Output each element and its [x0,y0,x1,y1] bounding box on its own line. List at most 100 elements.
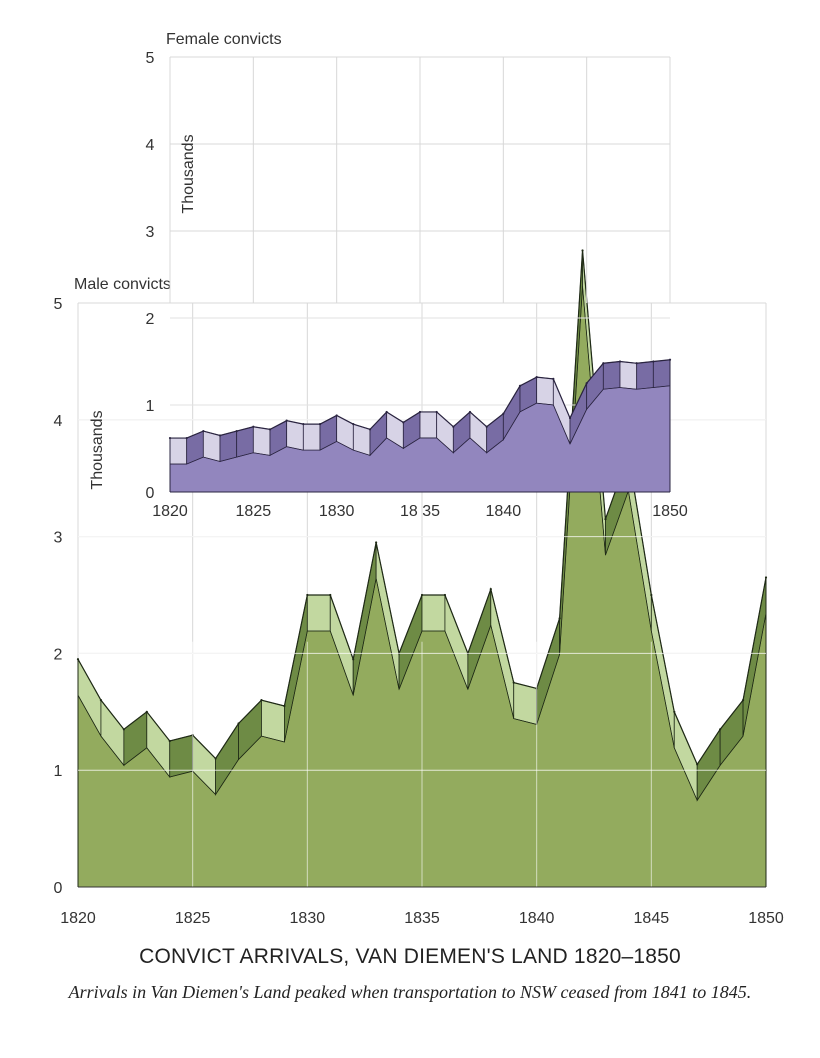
male-point [260,699,263,702]
male-y-tick-label: 4 [54,413,63,430]
male-point [122,728,125,731]
caption-subtitle: Arrivals in Van Diemen's Land peaked whe… [68,982,752,1002]
chart-canvas: 0 1 2 3 4 5 1820 1825 1830 1835 1840 1845 1850 Male… [54,31,784,927]
male-band-segment [513,682,538,725]
female-x-tick-label: 18 35 [400,503,440,520]
male-chart-title: Male convicts [74,276,171,293]
female-point [535,376,538,379]
female-point [485,425,488,428]
male-point [214,757,217,760]
female-x-tick-label: 1830 [319,503,355,520]
female-point [502,412,505,415]
male-x-tick-label: 1845 [634,910,670,927]
female-x-tick-label: 1825 [236,503,272,520]
male-x-tick-label: 1825 [175,910,211,927]
male-x-tick-label: 1820 [60,910,96,927]
female-y-tick-label: 0 [146,485,155,502]
male-point [76,658,80,661]
female-point [368,428,372,431]
male-point [604,517,607,521]
female-y-tick-label: 4 [146,137,155,154]
male-y-tick-label: 3 [54,530,63,547]
male-band-segment [169,734,194,778]
female-point [202,430,205,433]
male-point [558,617,561,620]
male-point [99,699,103,702]
male-point [650,593,653,597]
female-point [418,410,422,414]
female-x-tick-label: 1850 [652,503,688,520]
female-point [285,419,288,422]
male-point [581,249,584,252]
male-point [764,576,768,579]
male-x-ticks: 1820 1825 1830 1835 1840 1845 1850 [60,910,784,927]
male-point [375,541,378,544]
female-point [352,423,355,426]
female-point [168,436,172,440]
male-point [741,699,745,702]
female-area-fill [170,385,670,492]
female-x-tick-label: 1840 [486,503,522,520]
female-point [385,410,388,414]
male-point [719,728,722,731]
female-point [252,425,255,428]
male-point [696,763,699,766]
female-band-segment [169,437,188,465]
female-point [618,360,622,363]
female-point [235,430,238,433]
female-y-tick-label: 3 [146,224,155,241]
female-point [602,362,605,365]
female-point [435,410,438,414]
male-point [145,710,148,713]
female-point [335,414,338,417]
female-point [518,384,522,387]
female-point [468,410,472,414]
male-point [306,593,309,597]
male-convicts-chart: 0 1 2 3 4 5 1820 1825 1830 1835 1840 1845 1850 Male… [54,249,784,927]
male-x-tick-label: 1850 [748,910,784,927]
male-y-tick-label: 0 [54,880,63,897]
female-series-back-line [170,385,671,465]
male-y-ticks: 0 1 2 3 4 5 [54,296,63,897]
male-y-tick-label: 2 [54,646,63,663]
female-point [652,360,655,363]
female-x-ticks: 1820 1825 1830 18 35 1840 1850 [152,503,688,520]
male-point [512,681,515,684]
male-gridlines-over [78,419,766,888]
male-band-segment [306,594,331,632]
female-band-segment [602,361,621,390]
female-y-tick-label: 1 [146,398,155,415]
female-point [635,362,638,365]
male-point [352,658,355,661]
female-point [318,423,322,426]
female-band-segment [619,361,638,390]
male-y-axis-label: Thousands [89,410,106,489]
female-band-segment [302,423,321,451]
female-band-segment [636,361,654,390]
female-y-ticks: 0 1 2 3 4 5 [146,50,155,502]
male-point [673,710,676,713]
female-point [668,358,672,361]
male-band-segment [261,699,285,743]
female-convicts-chart: 0 1 2 3 4 5 1820 1825 1830 18 35 1840 1850 Female … [146,31,688,520]
female-point [452,425,455,428]
female-x-tick-label: 1820 [152,503,188,520]
female-y-tick-label: 2 [146,311,155,328]
female-band-segment [536,376,554,406]
female-band-segment [236,426,254,458]
female-band-segment [252,426,271,456]
male-point [443,593,447,597]
male-y-tick-label: 5 [54,296,63,313]
male-x-tick-label: 1840 [519,910,555,927]
female-point [218,434,222,437]
female-band-segment [652,359,671,388]
caption-title: CONVICT ARRIVALS, VAN DIEMEN'S LAND 1820… [139,945,681,968]
male-band-segment [421,594,446,632]
female-point [302,423,305,426]
female-chart-title: Female convicts [166,31,282,48]
female-point [402,421,405,424]
male-point [237,722,240,725]
male-point [168,739,171,743]
male-point [489,588,492,591]
